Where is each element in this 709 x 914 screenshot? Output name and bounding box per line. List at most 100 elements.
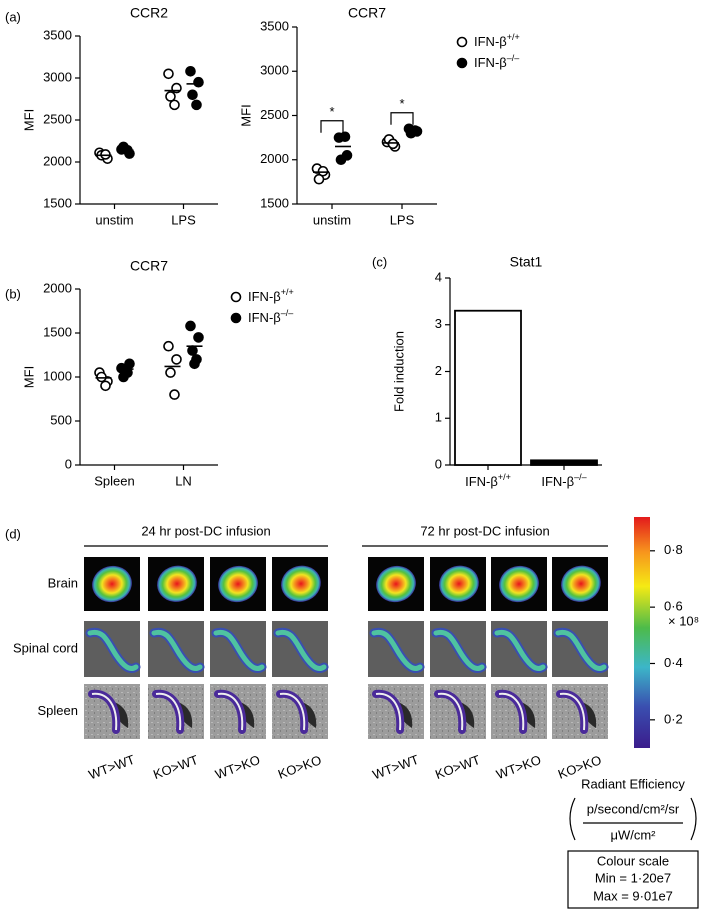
signal-trace [437, 692, 464, 731]
significance-label: * [399, 96, 404, 111]
column-label: KO>KO [276, 752, 324, 782]
group-header: 72 hr post-DC infusion [420, 523, 549, 538]
column-label: KO>WT [433, 752, 482, 782]
group-header: 24 hr post-DC infusion [141, 523, 270, 538]
data-point [185, 320, 196, 332]
signal-trace [275, 629, 327, 671]
data-point [163, 340, 174, 352]
data-point [169, 99, 180, 111]
data-point [100, 149, 111, 160]
data-point [339, 131, 351, 143]
y-axis-label: MFI [21, 109, 36, 131]
signal-blob [376, 565, 416, 603]
data-point [187, 345, 198, 356]
column-label: KO>WT [151, 752, 200, 782]
y-tick-label: 3 [435, 316, 442, 331]
signal-trace [494, 629, 546, 671]
column-label: WT>WT [371, 752, 421, 783]
y-tick-label: 0 [435, 456, 442, 471]
y-tick-label: 3000 [260, 63, 289, 78]
signal-trace [498, 692, 525, 731]
colour-scale-box [567, 850, 699, 909]
legend-label: IFN-β–/– [248, 308, 293, 325]
y-axis-label: Fold induction [391, 331, 406, 412]
signal-trace [375, 692, 402, 731]
signal-blob [218, 565, 258, 603]
bracket [690, 797, 697, 841]
signal-trace [555, 629, 607, 671]
signal-blob [157, 565, 197, 602]
data-point [185, 65, 196, 77]
signal-trace [371, 629, 423, 671]
y-tick-label: 1000 [43, 368, 72, 383]
y-tick-label: 2500 [260, 107, 289, 122]
chart-title: Stat1 [510, 254, 543, 270]
column-label: WT>WT [87, 752, 137, 783]
y-tick-label: 3500 [43, 27, 72, 42]
unit-numerator: p/second/cm²/sr [587, 801, 680, 816]
panel-label: (c) [372, 254, 387, 269]
y-tick-label: 3500 [260, 18, 289, 33]
signal-trace [213, 629, 265, 671]
significance-bracket [320, 120, 344, 133]
x-tick-label: unstim [95, 212, 133, 227]
legend-marker [230, 312, 242, 324]
y-tick-label: 4 [435, 269, 442, 284]
x-tick-label: unstim [313, 212, 351, 227]
y-tick-label: 2 [435, 363, 442, 378]
legend-label: IFN-β–/– [474, 53, 519, 70]
row-label: Spleen [38, 703, 78, 718]
signal-trace [279, 692, 306, 731]
signal-trace [91, 692, 118, 731]
data-point [171, 354, 182, 365]
signal-blob [561, 565, 601, 602]
legend-label: IFN-β+/+ [474, 32, 520, 49]
legend-label: IFN-β+/+ [248, 287, 294, 304]
signal-blob [499, 565, 539, 603]
signal-blob [92, 565, 132, 603]
legend-marker [456, 57, 468, 69]
chart-title: CCR7 [130, 258, 168, 274]
chart-title: CCR2 [130, 5, 168, 21]
y-tick-label: 2000 [43, 280, 72, 295]
data-point [96, 371, 107, 383]
x-tick-label: LPS [171, 212, 196, 227]
panel-label: (d) [5, 526, 21, 541]
significance-label: * [329, 104, 334, 119]
data-point [122, 367, 133, 378]
y-tick-label: 3000 [43, 69, 72, 84]
y-tick-label: 1500 [43, 195, 72, 210]
y-tick-label: 1 [435, 410, 442, 425]
data-point [193, 76, 204, 88]
colorbar-tick-label: 0·4 [664, 655, 683, 670]
chart-title: CCR7 [348, 5, 386, 21]
colour-scale-max: Max = 9·01e7 [593, 888, 673, 903]
bracket [569, 797, 576, 841]
y-tick-label: 2500 [43, 111, 72, 126]
data-point [189, 358, 200, 370]
data-point [165, 367, 176, 378]
legend-marker [456, 36, 468, 48]
bar [530, 459, 598, 466]
y-axis-label: MFI [21, 366, 36, 388]
signal-trace [87, 629, 139, 671]
x-tick-label: IFN-β–/– [541, 472, 586, 489]
significance-bracket [390, 112, 414, 125]
colour-scale-min: Min = 1·20e7 [595, 870, 671, 885]
x-tick-label: IFN-β+/+ [465, 472, 511, 489]
data-point [163, 68, 174, 80]
data-point [335, 154, 347, 166]
bar [454, 309, 522, 466]
data-point [169, 389, 180, 400]
row-label: Brain [48, 575, 78, 590]
column-label: WT>KO [213, 752, 262, 782]
data-point [193, 332, 204, 343]
y-tick-label: 2000 [260, 151, 289, 166]
panel-label: (a) [5, 9, 21, 24]
colorbar-tick-label: 0·8 [664, 542, 683, 557]
signal-trace [433, 629, 485, 671]
data-point [124, 358, 135, 370]
legend-marker [230, 291, 242, 303]
y-tick-label: 500 [50, 412, 72, 427]
